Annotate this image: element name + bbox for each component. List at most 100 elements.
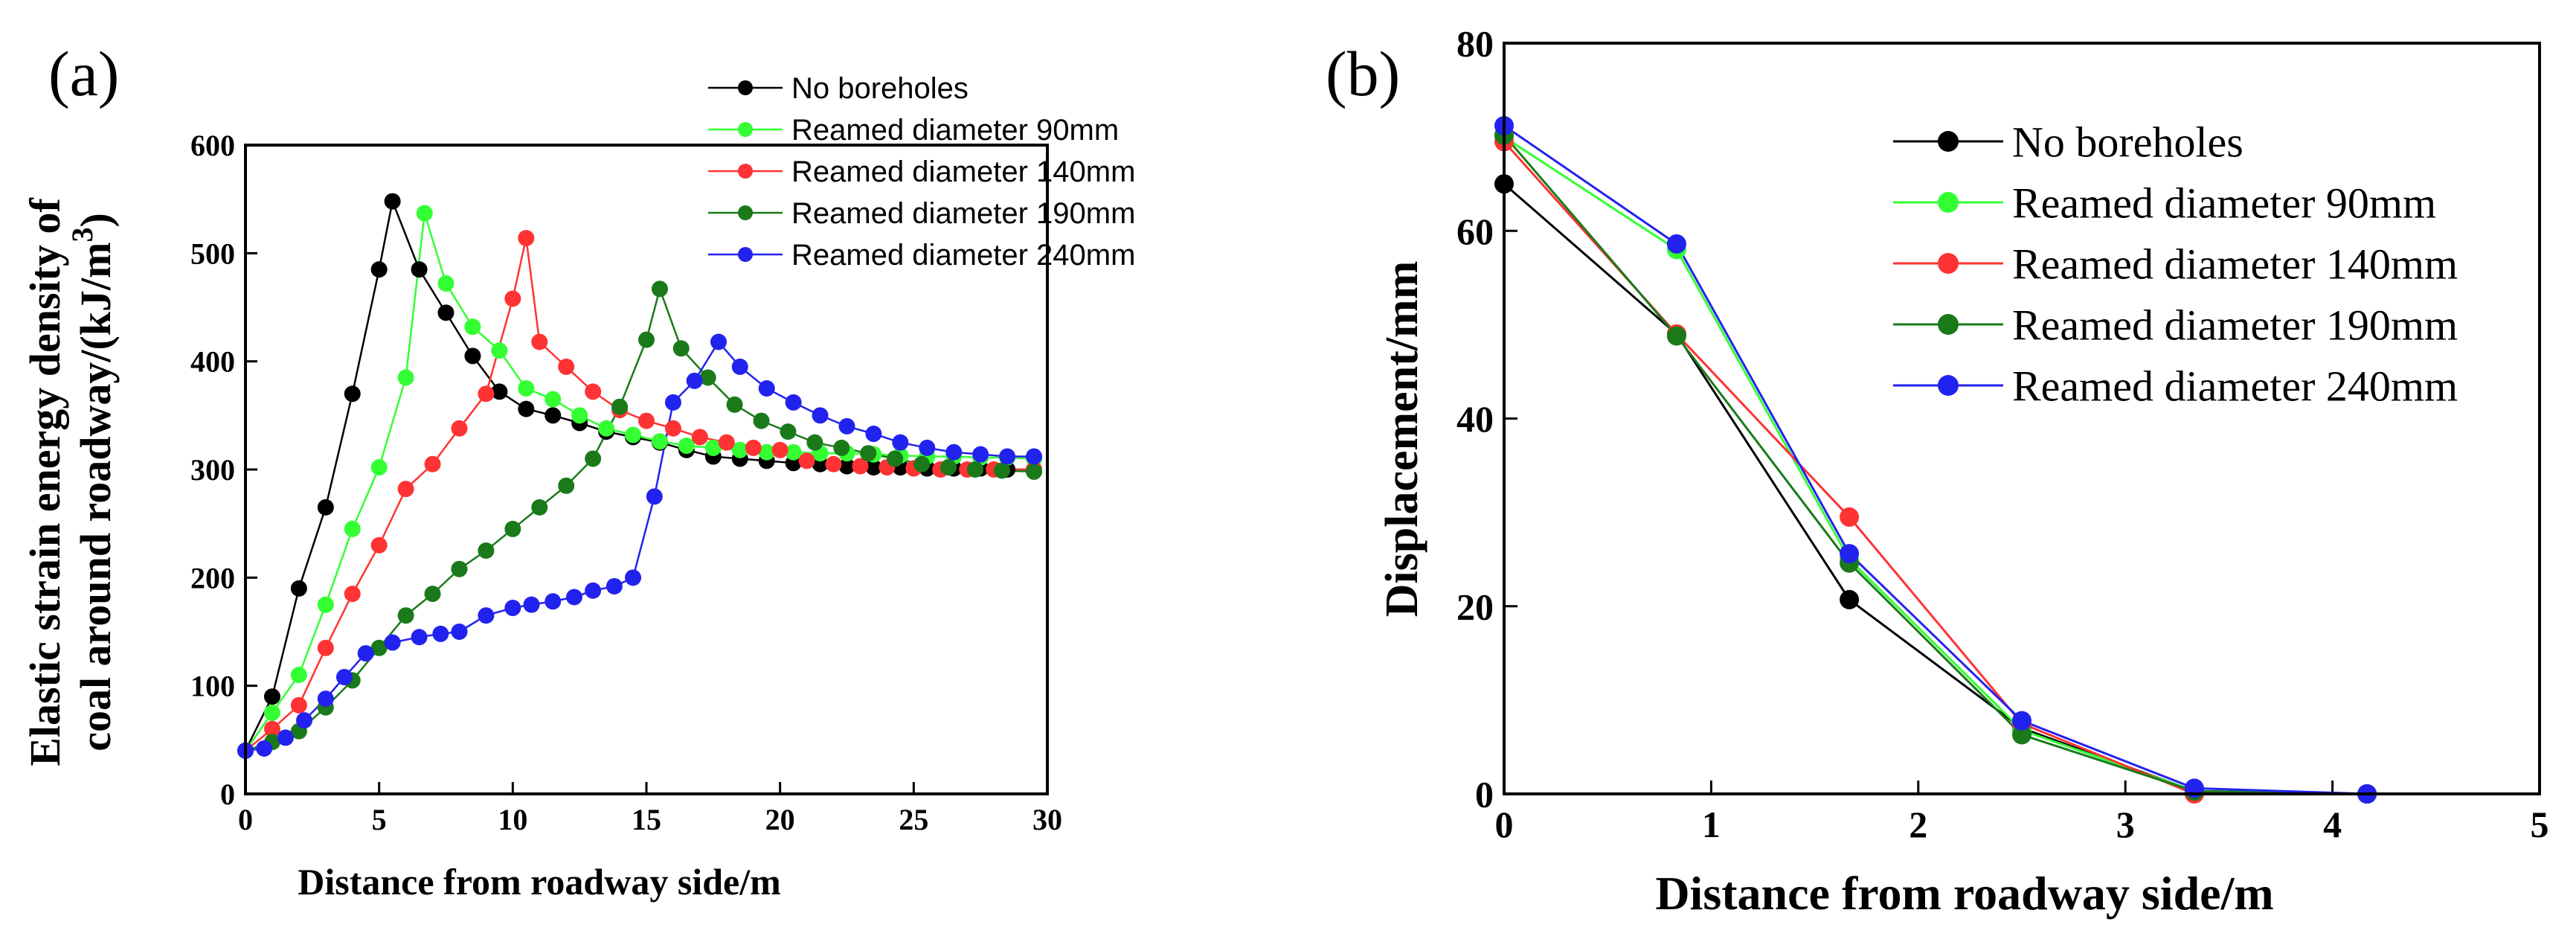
panel-a-point-no-boreholes — [437, 304, 455, 321]
panel-a-point-no-boreholes — [370, 261, 388, 278]
panel-a-point-reamed-diameter-240mm — [432, 625, 449, 642]
panel-a-series-points — [237, 193, 1043, 759]
panel-b-point-no-boreholes — [1840, 589, 1860, 609]
panel-a-legend-marker-reamed-diameter-190mm — [738, 205, 753, 220]
panel-a-axes-frame — [244, 144, 1049, 795]
panel-a-point-reamed-diameter-190mm — [558, 477, 575, 494]
panel-a-line-reamed-diameter-240mm — [245, 340, 1035, 752]
panel-a-point-reamed-diameter-190mm — [833, 439, 850, 456]
panel-a-point-no-boreholes — [290, 580, 307, 597]
panel-a-xtick-label: 5 — [372, 803, 387, 836]
panel-b-legend-marker-reamed-diameter-140mm — [1938, 253, 1959, 274]
panel-a-xtick-label: 25 — [899, 803, 928, 836]
panel-a-xtick-label: 20 — [765, 803, 795, 836]
panel-a-ylabel-line1: Elastic strain energy density of — [21, 198, 69, 766]
panel-a-point-reamed-diameter-240mm — [504, 600, 521, 617]
panel-a-point-reamed-diameter-240mm — [357, 645, 374, 662]
panel-b-xtick-label: 0 — [1495, 804, 1514, 845]
panel-a-xtick-label: 15 — [632, 803, 661, 836]
panel-a-legend-label-reamed-diameter-190mm: Reamed diameter 190mm — [791, 197, 1135, 230]
panel-b-legend-marker-no-boreholes — [1938, 131, 1959, 152]
panel-a-point-reamed-diameter-240mm — [1026, 448, 1043, 465]
panel-a-point-reamed-diameter-240mm — [686, 372, 703, 389]
panel-a-point-reamed-diameter-140mm — [317, 639, 334, 656]
panel-a-point-reamed-diameter-190mm — [993, 462, 1010, 479]
panel-b: (b) Displacement/mm Distance from roadwa… — [1326, 23, 2549, 920]
panel-a-line-reamed-diameter-190mm — [245, 286, 1035, 752]
panel-b-xtick-label: 4 — [2323, 804, 2342, 845]
panel-b-ticks: 0 1 2 3 4 5 0 20 40 60 80 — [1456, 23, 2549, 846]
panel-a-legend-marker-reamed-diameter-90mm — [738, 122, 753, 137]
panel-a-point-reamed-diameter-190mm — [638, 331, 655, 348]
panel-a-point-reamed-diameter-240mm — [565, 589, 582, 606]
panel-b-ytick-label: 20 — [1456, 586, 1494, 627]
panel-b-legend-marker-reamed-diameter-90mm — [1938, 192, 1959, 213]
panel-a-point-reamed-diameter-240mm — [758, 380, 775, 397]
panel-a-point-reamed-diameter-90mm — [317, 596, 334, 613]
panel-a-point-reamed-diameter-190mm — [651, 281, 668, 298]
panel-a-point-reamed-diameter-240mm — [972, 446, 989, 463]
panel-a-legend-label-reamed-diameter-240mm: Reamed diameter 240mm — [791, 239, 1135, 272]
panel-a-point-reamed-diameter-240mm — [478, 607, 495, 624]
panel-a-point-reamed-diameter-140mm — [691, 429, 708, 446]
panel-a-xtick-label: 0 — [238, 803, 253, 836]
panel-a-point-reamed-diameter-240mm — [277, 729, 294, 746]
panel-b-xtick-label: 1 — [1702, 804, 1721, 845]
panel-a-point-reamed-diameter-90mm — [437, 275, 455, 292]
panel-b-legend-label-reamed-diameter-140mm: Reamed diameter 140mm — [2012, 240, 2458, 288]
panel-b-point-reamed-diameter-240mm — [1666, 234, 1686, 254]
panel-a-point-reamed-diameter-90mm — [518, 380, 535, 397]
panel-b-line-reamed-diameter-190mm — [1503, 134, 2368, 795]
panel-a-point-no-boreholes — [518, 400, 535, 417]
panel-a-point-reamed-diameter-240mm — [585, 582, 602, 599]
panel-b-ylabel: Displacement/mm — [1377, 261, 1427, 618]
panel-a-point-reamed-diameter-140mm — [370, 536, 388, 554]
panel-a-point-reamed-diameter-140mm — [344, 586, 361, 603]
panel-a-point-reamed-diameter-190mm — [531, 499, 548, 516]
panel-a-point-reamed-diameter-140mm — [798, 452, 815, 469]
panel-a-legend-label-reamed-diameter-90mm: Reamed diameter 90mm — [791, 114, 1119, 147]
panel-b-xtick-label: 2 — [1909, 804, 1927, 845]
panel-a-point-no-boreholes — [384, 193, 401, 210]
panel-a-ylabel-line2: coal around roadway/(kJ/m3) — [65, 213, 120, 751]
panel-a-point-reamed-diameter-190mm — [913, 455, 931, 472]
panel-a-ytick-label: 200 — [190, 561, 235, 595]
panel-a-point-reamed-diameter-140mm — [263, 720, 280, 737]
panel-b-point-reamed-diameter-240mm — [1840, 544, 1860, 564]
panel-a-line-reamed-diameter-140mm — [245, 237, 1035, 751]
panel-a-point-reamed-diameter-190mm — [726, 396, 743, 413]
panel-b-point-reamed-diameter-240mm — [2012, 711, 2031, 731]
panel-a-point-reamed-diameter-240mm — [919, 439, 936, 456]
panel-a-point-reamed-diameter-240mm — [523, 596, 540, 613]
panel-a-point-reamed-diameter-90mm — [651, 433, 668, 450]
panel-b-ytick-label: 80 — [1456, 23, 1494, 65]
panel-a-point-reamed-diameter-240mm — [317, 690, 334, 708]
panel-a-point-reamed-diameter-240mm — [545, 593, 562, 610]
panel-a-ytick-label: 500 — [190, 237, 235, 270]
panel-b-series-points — [1494, 115, 2377, 804]
panel-a-ytick-label: 400 — [190, 345, 235, 379]
panel-a-point-reamed-diameter-240mm — [296, 712, 313, 729]
panel-a-point-reamed-diameter-90mm — [416, 205, 433, 222]
panel-b-point-reamed-diameter-190mm — [1666, 326, 1686, 346]
panel-b-ytick-label: 60 — [1456, 211, 1494, 252]
panel-a-point-reamed-diameter-240mm — [606, 577, 623, 595]
panel-a-point-no-boreholes — [838, 458, 855, 475]
panel-b-legend-label-no-boreholes: No boreholes — [2012, 118, 2243, 166]
panel-a-point-reamed-diameter-140mm — [852, 458, 869, 475]
panel-a-point-reamed-diameter-240mm — [646, 488, 663, 505]
panel-a-point-no-boreholes — [464, 347, 481, 365]
panel-a-point-reamed-diameter-240mm — [335, 669, 353, 686]
panel-a-point-reamed-diameter-240mm — [812, 407, 829, 424]
panel-a-point-reamed-diameter-190mm — [940, 459, 957, 476]
panel-a-xtick-label: 30 — [1032, 803, 1062, 836]
panel-b-legend-marker-reamed-diameter-190mm — [1938, 314, 1959, 335]
panel-a-point-reamed-diameter-190mm — [585, 450, 602, 467]
panel-a-xlabel: Distance from roadway side/m — [298, 861, 781, 903]
panel-a-ytick-label: 100 — [190, 670, 235, 703]
panel-a-point-reamed-diameter-190mm — [504, 520, 521, 537]
panel-b-line-reamed-diameter-90mm — [1503, 135, 2368, 795]
panel-a-point-reamed-diameter-240mm — [945, 443, 963, 461]
panel-a-point-reamed-diameter-190mm — [424, 586, 441, 603]
